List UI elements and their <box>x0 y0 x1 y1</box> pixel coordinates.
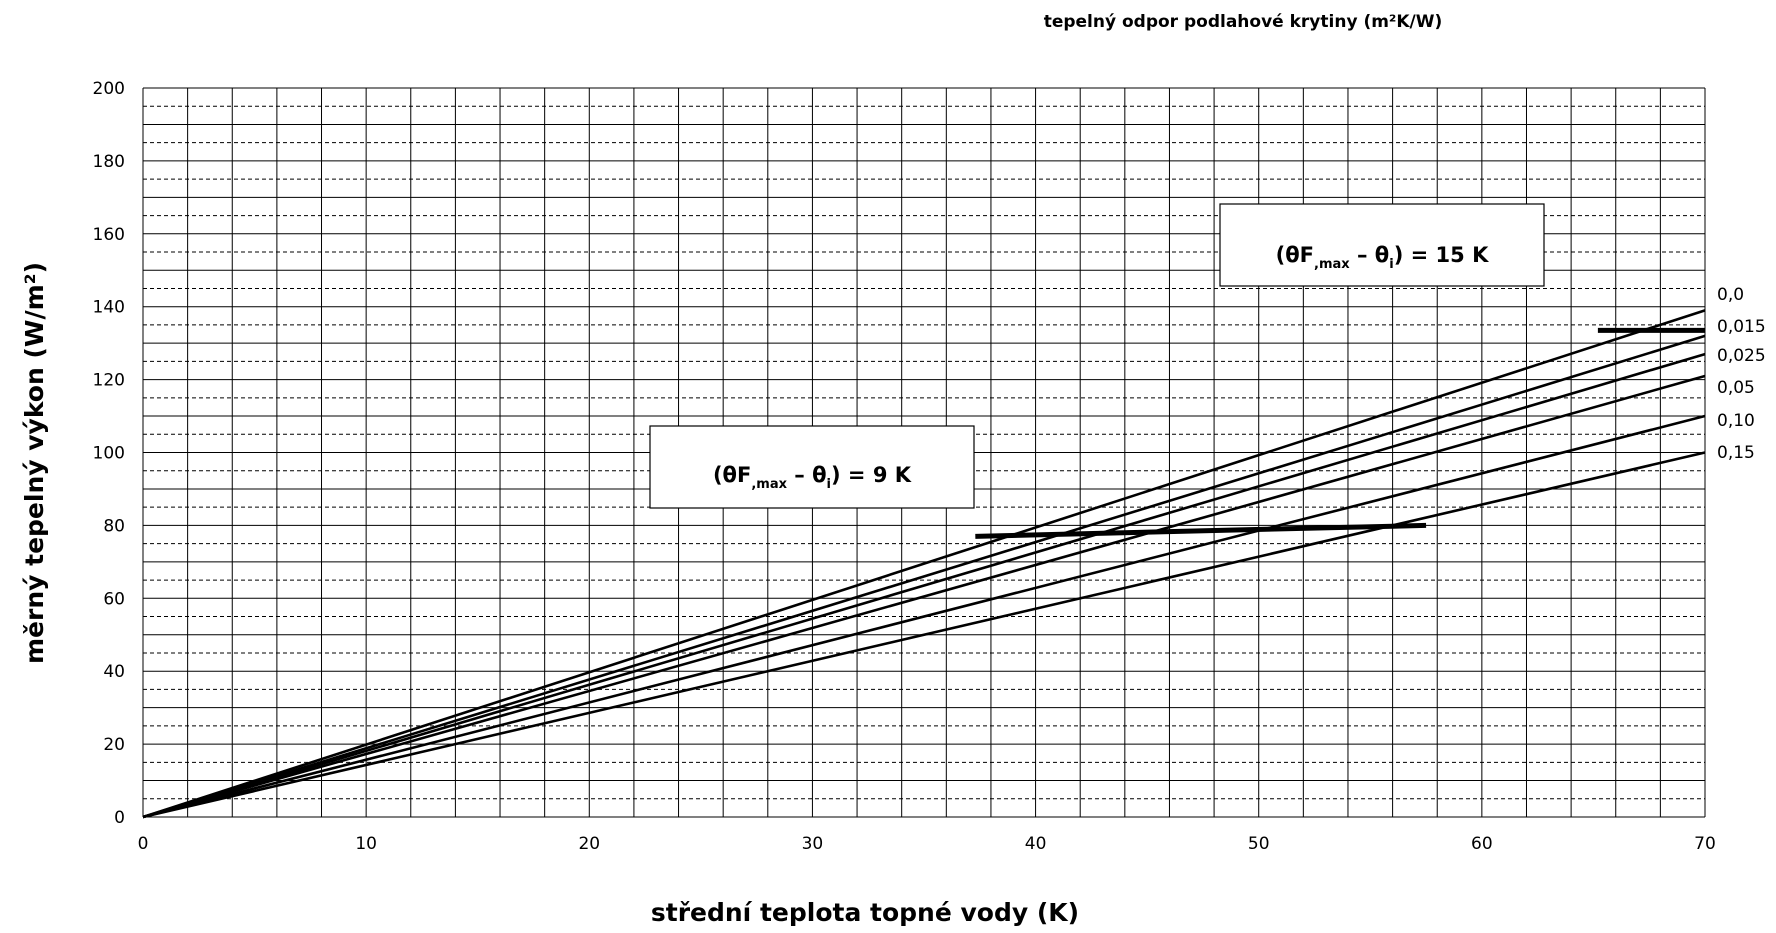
x-tick-label: 10 <box>355 834 377 854</box>
annotation-box <box>649 425 975 509</box>
y-tick-label: 60 <box>103 589 125 609</box>
x-tick-label: 60 <box>1471 834 1493 854</box>
y-tick-label: 200 <box>93 79 125 99</box>
series-line <box>142 374 1706 819</box>
annotation-9k: (θF,max – θi) = 9 K <box>649 425 975 509</box>
annotation-15k: (θF,max – θi) = 15 K <box>1219 203 1545 287</box>
x-tick-label: 30 <box>802 834 824 854</box>
series-labels: 0,0 0,015 0,025 0,05 0,10 0,15 <box>1717 285 1766 463</box>
annotation-box <box>1219 203 1545 287</box>
x-tick-label: 40 <box>1025 834 1047 854</box>
y-tick-label: 40 <box>103 662 125 682</box>
series-label: 0,025 <box>1717 346 1766 366</box>
y-tick-label: 0 <box>114 808 125 828</box>
y-tick-label: 20 <box>103 735 125 755</box>
series-line <box>142 352 1706 819</box>
series-lines <box>142 309 1706 819</box>
x-tick-label: 20 <box>578 834 600 854</box>
series-label: 0,015 <box>1717 317 1766 337</box>
y-tick-label: 80 <box>103 516 125 536</box>
y-tick-label: 180 <box>93 152 125 172</box>
series-label: 0,10 <box>1717 411 1755 431</box>
limit-line <box>975 522 1427 539</box>
y-tick-label: 140 <box>93 298 125 318</box>
series-line <box>142 414 1706 819</box>
x-tick-label: 70 <box>1694 834 1716 854</box>
annotation-text: (θF,max – θi) = 15 K <box>1276 243 1489 272</box>
y-tick-label: 160 <box>93 225 125 245</box>
y-tick-label: 100 <box>93 444 125 464</box>
series-label: 0,15 <box>1717 443 1755 463</box>
limit-lines <box>975 327 1705 539</box>
series-line <box>142 451 1706 819</box>
series-label: 0,0 <box>1717 285 1744 305</box>
x-axis-title: střední teplota topné vody (K) <box>651 898 1079 927</box>
x-ticks: 0 10 20 30 40 50 60 70 <box>138 834 1716 854</box>
series-line <box>142 309 1706 819</box>
x-tick-label: 50 <box>1248 834 1270 854</box>
y-axis-title: měrný tepelný výkon (W/m²) <box>20 262 49 664</box>
y-tick-label: 120 <box>93 371 125 391</box>
annotation-text: (θF,max – θi) = 9 K <box>713 463 912 492</box>
series-line <box>142 334 1706 819</box>
x-tick-label: 0 <box>138 834 149 854</box>
y-ticks: 0 20 40 60 80 100 120 140 160 180 200 <box>93 79 125 828</box>
series-label: 0,05 <box>1717 378 1755 398</box>
legend-title: tepelný odpor podlahové krytiny (m²K/W) <box>1044 12 1443 32</box>
